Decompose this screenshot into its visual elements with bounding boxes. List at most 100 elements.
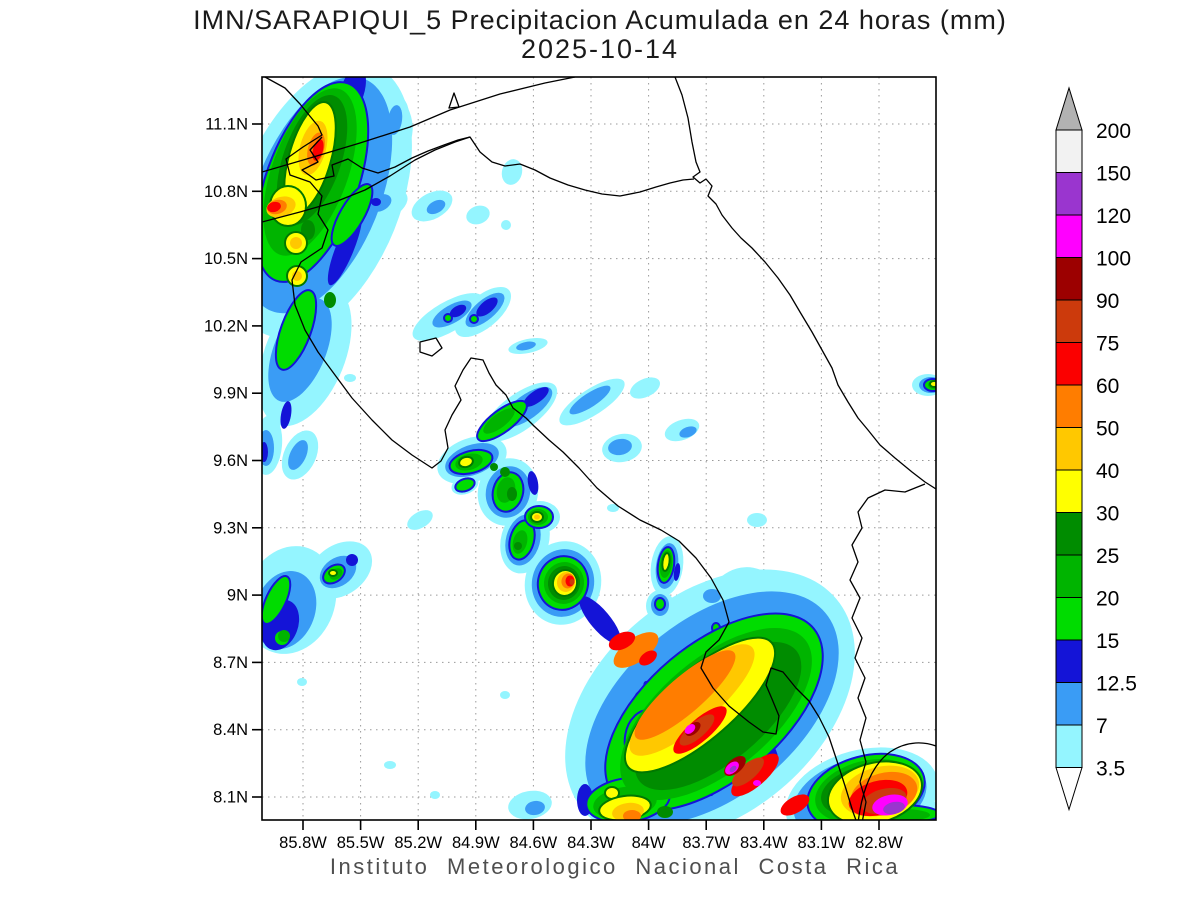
caribbean-coastline [674,77,936,490]
colorbar-segment [1055,597,1083,641]
precip-cell-c [449,304,467,318]
colorbar-over-arrow [1055,86,1083,131]
precip-cell-d [330,183,374,247]
lon-tick-label: 85.2W [394,834,442,852]
lat-tick-label: 10.5N [204,250,248,268]
precip-cell-n [883,801,905,815]
precip-cell-b [426,199,446,215]
precip-cell-h [534,514,540,520]
colorbar-segment [1055,554,1083,598]
precip-cell-c [346,554,358,566]
panama-border [849,483,926,820]
colorbar-segment [1055,342,1083,386]
lat-tick-label: 10.2N [204,317,248,335]
precip-cell-b [387,105,403,135]
precip-cell-c [476,297,498,317]
precip-cell-e [278,630,290,642]
precip-cell-a [466,205,490,225]
precipitation-layer [262,77,936,820]
precip-cell-j [608,631,636,651]
precip-cell-b [516,341,536,351]
precip-cell-m [753,780,761,786]
precip-cell-b [288,440,308,470]
colorbar-label: 40 [1096,460,1119,483]
lon-tick-label: 84.9W [452,834,500,852]
panama-coastline [857,742,936,820]
precip-cell-j [639,650,657,666]
precip-cell-b [679,426,697,438]
colorbar-segment [1055,639,1083,683]
precip-cell-c [579,596,621,644]
precip-cell-g [458,455,474,469]
colorbar-label: 20 [1096,588,1119,611]
lon-tick-label: 82.8W [855,834,903,852]
precip-cell-a [630,377,660,399]
colorbar-segment [1055,299,1083,343]
colorbar-segment [1055,512,1083,556]
colorbar-segment [1055,214,1083,258]
chart-title: IMN/SARAPIQUI_5 Precipitacion Acumulada … [193,5,1007,35]
precip-cell-m [684,724,696,734]
axis-ticks [252,123,880,830]
precip-cell-j [780,794,810,816]
precip-cell-a [501,220,511,230]
precip-cell-n [729,765,737,773]
lon-tick-label: 84.6W [510,834,558,852]
precip-cell-a [500,691,510,699]
precip-cell-b [608,438,632,456]
lon-tick-label: 83.1W [798,834,846,852]
lon-tick-label: 84W [632,834,666,852]
precip-cell-a [501,159,523,185]
colorbar-label: 30 [1096,503,1119,526]
precip-cell-d [262,575,292,625]
colorbar-segment [1055,469,1083,513]
colorbar-label: 60 [1096,375,1119,398]
lat-tick-label: 11.1N [205,116,248,134]
precip-cell-i [634,650,736,740]
precip-cell-d [443,313,453,323]
chart-date: 2025-10-14 [520,34,680,64]
precip-cell-i [613,632,659,668]
lon-tick-label: 84.3W [567,834,615,852]
footer-attribution: Instituto Meteorologico Nacional Costa R… [329,854,901,879]
lat-tick-label: 9N [227,587,248,605]
lat-tick-label: 9.6N [213,452,248,470]
colorbar-label: 100 [1096,248,1131,271]
colorbar-label: 15 [1096,630,1119,653]
precip-cell-c [673,563,681,581]
precip-cell-c [527,471,539,495]
precip-cell-a [344,374,356,382]
precip-cell-a [384,761,396,769]
precip-cell-f [514,542,522,550]
precip-cell-d [454,477,476,493]
colorbar-label: 90 [1096,290,1119,313]
precip-cell-d [274,289,318,371]
precip-cell-b [569,385,611,415]
lat-tick-label: 9.9N [213,385,248,403]
colorbar-label: 150 [1096,163,1131,186]
precip-cell-d [469,314,479,324]
lat-tick-label: 9.3N [213,519,248,537]
colorbar-under-arrow [1055,767,1083,812]
precip-cell-g [929,380,936,388]
colorbar-segment [1055,724,1083,768]
colorbar-label: 120 [1096,205,1131,228]
colorbar-label: 3.5 [1096,758,1125,781]
precip-cell-k [732,757,764,787]
precip-cell-a [407,510,433,530]
coastline-layer [262,77,936,820]
colorbar-label: 50 [1096,418,1119,441]
colorbar-segment [1055,172,1083,216]
precip-cell-k [569,579,575,585]
colorbar-label: 7 [1096,715,1108,738]
colorbar-segment [1055,427,1083,471]
lat-tick-label: 8.7N [213,654,248,672]
lat-tick-label: 8.4N [213,721,248,739]
lat-tick-label: 10.8N [204,183,248,201]
colorbar-label: 200 [1096,120,1131,143]
colorbar-segment [1055,682,1083,726]
colorbar: 200 150 120 100 90 75 60 50 40 30 25 20 15 12.5 7 3.5 [1055,86,1137,812]
precip-cell-f [324,292,336,308]
precip-cell-a [430,791,440,799]
